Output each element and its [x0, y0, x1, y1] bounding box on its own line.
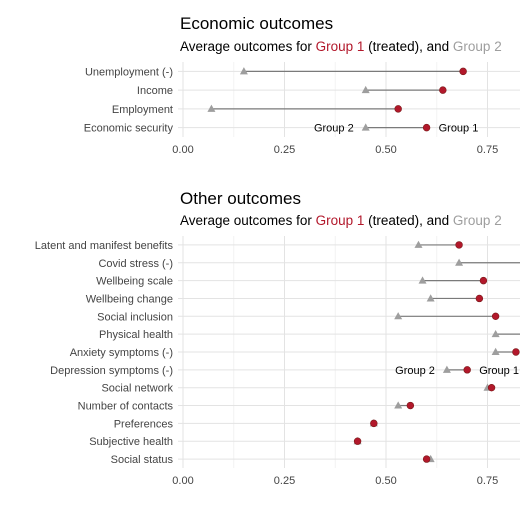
category-label-latent-and-manifest-benefits: Latent and manifest benefits — [35, 240, 174, 252]
subtitle-part-group2: Group 2 — [453, 39, 502, 54]
group2-marker-wellbeing-change — [426, 294, 435, 302]
group1-marker-number-of-contacts — [406, 401, 415, 410]
x-tick-label: 0.50 — [375, 475, 396, 487]
x-tick-label: 0.75 — [477, 144, 498, 156]
x-tick-label: 0.00 — [172, 475, 193, 487]
chart-title: Other outcomes — [180, 189, 301, 208]
group2-marker-number-of-contacts — [394, 401, 403, 409]
category-label-employment: Employment — [112, 104, 173, 116]
annotation-group-1: Group 1 — [439, 123, 479, 135]
x-tick-label: 0.00 — [172, 144, 193, 156]
panel-economic-outcomes: Economic outcomes Average outcomes for Gr… — [84, 14, 520, 156]
category-label-income: Income — [137, 85, 173, 97]
panel-other-outcomes: Other outcomes Average outcomes for Group… — [35, 189, 520, 487]
group1-marker-wellbeing-change — [475, 294, 484, 303]
subtitle-part-group1: Group 1 — [316, 213, 365, 228]
group2-marker-physical-health — [491, 329, 500, 338]
group2-marker-income — [361, 85, 370, 94]
x-tick-label: 0.50 — [375, 144, 396, 156]
category-label-preferences: Preferences — [114, 418, 174, 430]
chart-subtitle: Average outcomes for Group 1 (treated), … — [180, 213, 502, 228]
chart-title: Economic outcomes — [180, 14, 333, 33]
subtitle-part-group1: Group 1 — [316, 39, 365, 54]
category-label-physical-health: Physical health — [99, 329, 173, 341]
x-tick-label: 0.75 — [477, 475, 498, 487]
category-label-depression-symptoms: Depression symptoms (-) — [50, 365, 173, 377]
group1-marker-income — [439, 86, 447, 94]
subtitle-part-text-2: (treated), and — [364, 39, 453, 54]
group1-marker-subjective-health — [353, 437, 362, 445]
annotation-group-1: Group 1 — [479, 365, 519, 377]
category-label-economic-security: Economic security — [84, 123, 174, 135]
group2-marker-depression-symptoms — [442, 365, 451, 373]
group1-marker-social-inclusion — [491, 312, 500, 321]
group2-marker-social-inclusion — [394, 312, 403, 320]
chart-subtitle: Average outcomes for Group 1 (treated), … — [180, 39, 502, 54]
category-label-covid-stress: Covid stress (-) — [98, 258, 173, 270]
subtitle-part-text-2: (treated), and — [364, 213, 453, 228]
group1-marker-employment — [394, 105, 402, 113]
category-label-wellbeing-scale: Wellbeing scale — [96, 276, 173, 288]
group1-marker-depression-symptoms — [463, 366, 471, 374]
group2-marker-unemployment — [239, 67, 248, 75]
group1-marker-unemployment — [459, 67, 467, 76]
subtitle-part-group2: Group 2 — [453, 213, 502, 228]
category-label-social-inclusion: Social inclusion — [97, 311, 173, 323]
group2-marker-covid-stress — [455, 258, 464, 266]
category-label-subjective-health: Subjective health — [89, 436, 173, 448]
category-label-social-network: Social network — [101, 383, 173, 395]
category-label-social-status: Social status — [111, 454, 174, 466]
group2-marker-economic-security — [361, 123, 370, 131]
annotation-group-2: Group 2 — [314, 123, 354, 135]
group1-marker-social-status — [422, 455, 431, 463]
group1-marker-latent-and-manifest-benefits — [455, 241, 463, 249]
group2-marker-employment — [207, 104, 216, 112]
subtitle-part-text-0: Average outcomes for — [180, 213, 316, 228]
group1-marker-preferences — [370, 419, 378, 428]
gridlines — [178, 236, 520, 468]
group2-marker-wellbeing-scale — [418, 276, 427, 284]
group1-marker-wellbeing-scale — [479, 276, 488, 285]
group1-marker-anxiety-symptoms — [512, 348, 520, 356]
x-tick-label: 0.25 — [274, 475, 295, 487]
annotation-group-2: Group 2 — [395, 365, 435, 377]
group1-marker-economic-security — [422, 123, 431, 132]
group2-marker-latent-and-manifest-benefits — [414, 240, 423, 248]
category-label-wellbeing-change: Wellbeing change — [86, 293, 173, 305]
subtitle-part-text-0: Average outcomes for — [180, 39, 316, 54]
group2-marker-anxiety-symptoms — [491, 347, 500, 355]
x-tick-label: 0.25 — [274, 144, 295, 156]
group1-marker-social-network — [487, 383, 496, 392]
category-label-unemployment: Unemployment (-) — [85, 66, 173, 78]
category-label-number-of-contacts: Number of contacts — [78, 401, 174, 413]
category-label-anxiety-symptoms: Anxiety symptoms (-) — [70, 347, 173, 359]
